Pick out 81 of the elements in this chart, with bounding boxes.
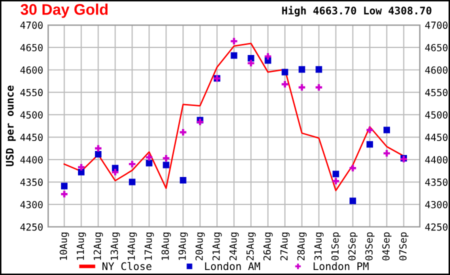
point xyxy=(128,160,136,168)
point xyxy=(298,66,306,73)
point xyxy=(180,128,186,136)
x-tick-label: 28Aug xyxy=(297,232,307,260)
point xyxy=(230,52,238,59)
point xyxy=(162,154,170,162)
point xyxy=(332,170,340,178)
legend-label: NY Close xyxy=(102,262,152,270)
x-tick-label: 27Aug xyxy=(280,232,290,260)
point xyxy=(282,80,288,88)
point xyxy=(350,164,356,172)
x-tick-label: 07Sep xyxy=(399,232,408,260)
y2-tick-label: 4650 xyxy=(425,44,448,52)
text: High 4663.70 Low 4308.70 xyxy=(282,6,432,16)
point xyxy=(78,168,85,176)
point xyxy=(94,145,102,152)
y2-tick-label: 4700 xyxy=(425,22,448,29)
y-tick-label: 4300 xyxy=(20,200,43,208)
point xyxy=(383,126,390,134)
y2-tick-label: 4500 xyxy=(425,111,448,119)
point xyxy=(78,164,85,170)
y-tick-label: 4350 xyxy=(20,178,43,186)
y-tick-label: 4450 xyxy=(20,134,43,142)
x-tick-label: 25Aug xyxy=(246,232,256,260)
y2-tick-label: 4400 xyxy=(425,156,448,164)
x-tick-label: 20Aug xyxy=(195,232,205,260)
point xyxy=(350,198,356,204)
y2-tick-label: 4250 xyxy=(425,223,448,231)
x-tick-label: 24Aug xyxy=(229,232,239,260)
y-tick-label: 4500 xyxy=(20,111,43,119)
y2-tick-label: 4300 xyxy=(425,200,448,208)
point xyxy=(248,54,254,62)
x-tick-label: 03Sep xyxy=(365,232,375,260)
x-tick-label: 31Aug xyxy=(314,232,324,260)
x-tick-label: 02Sep xyxy=(348,232,358,260)
point xyxy=(230,38,238,44)
y-tick-label: 4400 xyxy=(20,156,43,164)
x-tick-label: 18Aug xyxy=(162,232,171,260)
y-tick-label: 4650 xyxy=(20,44,43,52)
point xyxy=(61,190,68,198)
point xyxy=(146,160,152,166)
x-tick-label: 13Aug xyxy=(110,232,120,260)
legend-label: London PM xyxy=(314,262,369,270)
y-tick-label: 4550 xyxy=(20,88,43,96)
y2-tick-label: 4450 xyxy=(425,134,448,142)
x-tick-label: 12Aug xyxy=(94,232,103,260)
y-tick-label: 4250 xyxy=(20,223,43,231)
point xyxy=(112,168,118,176)
point xyxy=(383,150,390,157)
point xyxy=(282,68,288,76)
point xyxy=(146,154,152,161)
x-tick-label: 19Aug xyxy=(178,232,188,260)
point xyxy=(316,66,322,73)
y2-tick-label: 4550 xyxy=(425,88,448,96)
x-tick-label: 11Aug xyxy=(76,232,86,260)
y2-tick-label: 4350 xyxy=(425,178,448,186)
legend-label: London AM xyxy=(205,262,260,270)
point xyxy=(128,178,136,186)
y-axis-title: USD per ounce xyxy=(6,86,16,166)
point xyxy=(264,53,272,60)
point xyxy=(94,150,102,158)
x-tick-label: 04Sep xyxy=(382,232,392,260)
point xyxy=(180,176,186,184)
point xyxy=(61,182,68,190)
y-tick-label: 4600 xyxy=(20,66,43,74)
point xyxy=(316,84,322,91)
x-tick-label: 01Sep xyxy=(331,232,341,260)
x-tick-label: 14Aug xyxy=(128,232,137,260)
x-tick-label: 26Aug xyxy=(263,232,273,260)
point xyxy=(366,126,374,134)
y-tick-label: 4700 xyxy=(20,22,43,29)
point xyxy=(366,141,374,148)
x-tick-label: 21Aug xyxy=(212,232,222,260)
y2-tick-label: 4600 xyxy=(425,66,448,74)
x-tick-label: 17Aug xyxy=(144,232,154,260)
point xyxy=(248,60,254,66)
x-tick-label: 10Aug xyxy=(60,232,70,260)
point xyxy=(298,84,306,91)
point xyxy=(162,162,170,168)
point xyxy=(332,178,340,184)
chart-title: 30 Day Gold xyxy=(20,4,108,18)
